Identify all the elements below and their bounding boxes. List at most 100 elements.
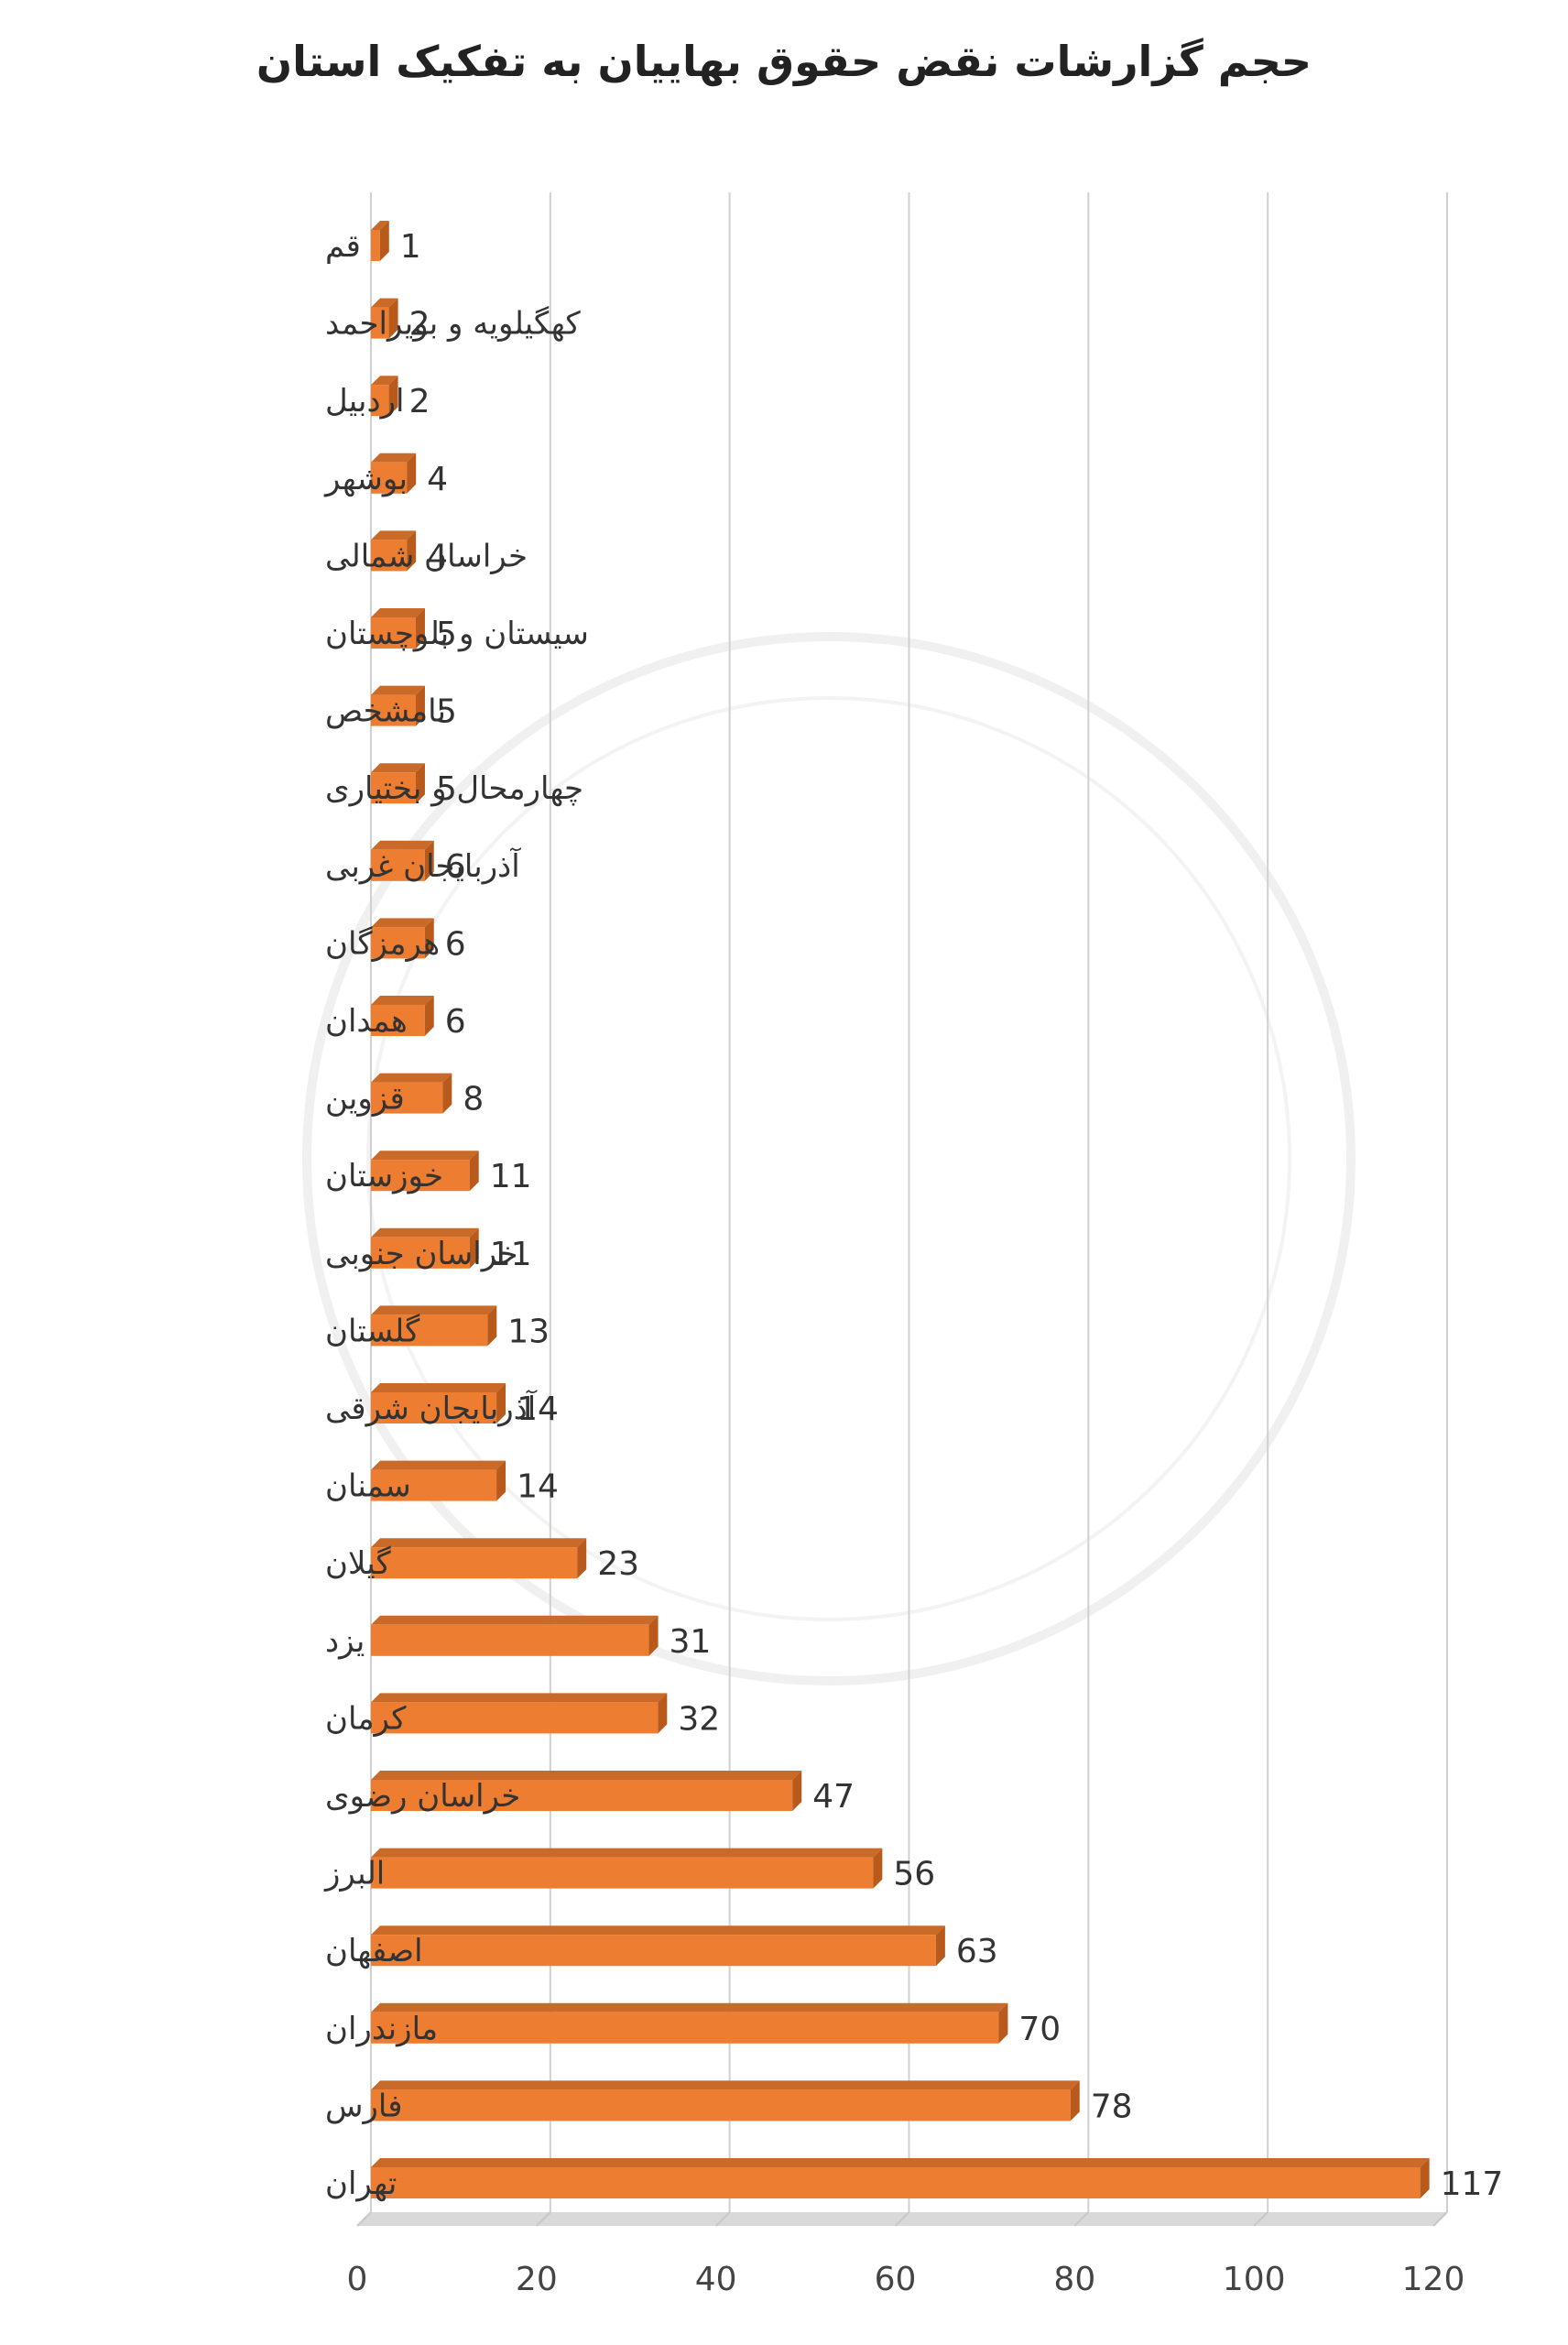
- bar-side: [496, 1460, 506, 1501]
- bar: [371, 230, 380, 261]
- bar-top: [371, 1693, 668, 1703]
- data-label: 6: [445, 1003, 466, 1041]
- x-tick-label: 20: [516, 2261, 558, 2298]
- bar: [371, 1780, 793, 1811]
- category-label: خوزستان: [325, 1158, 443, 1194]
- gridline-floor: [1432, 2211, 1448, 2227]
- data-label: 4: [427, 538, 448, 575]
- bar-top: [371, 376, 398, 386]
- bar-side: [442, 1073, 452, 1114]
- category-label: نامشخص: [325, 693, 446, 730]
- bar: [371, 1857, 874, 1889]
- bar: [371, 1702, 659, 1734]
- gridline-floor: [714, 2211, 731, 2227]
- category-label: گلستان: [325, 1313, 420, 1349]
- bar-top: [371, 763, 425, 773]
- category-label: بوشهر: [323, 461, 408, 497]
- bar-side: [487, 1305, 497, 1347]
- category-label: کهگیلویه و بویراحمد: [325, 306, 581, 343]
- category-label: هرمزگان: [325, 925, 440, 962]
- bar-top: [371, 2002, 1008, 2012]
- bar-side: [792, 1771, 802, 1811]
- x-tick-label: 100: [1223, 2261, 1286, 2298]
- bar-top: [371, 2158, 1430, 2167]
- data-label: 78: [1091, 2088, 1133, 2125]
- data-label: 6: [445, 925, 466, 963]
- bar-top: [371, 530, 417, 540]
- bar: [371, 1314, 488, 1347]
- bar: [371, 1392, 497, 1423]
- bar-side: [415, 685, 425, 726]
- bar-side: [998, 2002, 1008, 2044]
- bar: [371, 1935, 936, 1967]
- x-tick-label: 120: [1402, 2261, 1465, 2298]
- data-label: 5: [436, 693, 457, 731]
- bar: [371, 307, 389, 339]
- category-label: تهران: [325, 2165, 397, 2202]
- data-label: 31: [670, 1623, 712, 1661]
- bar-top: [371, 996, 434, 1005]
- data-label: 2: [409, 306, 430, 344]
- bar-top: [371, 221, 389, 230]
- bar-side: [424, 840, 434, 881]
- data-label: 2: [409, 383, 430, 420]
- category-label: چهارمحال و بختیاری: [325, 770, 583, 807]
- bar: [371, 1160, 470, 1192]
- bar: [371, 2167, 1421, 2198]
- data-label: 14: [517, 1391, 559, 1428]
- bar: [371, 462, 408, 494]
- bar-top: [371, 1538, 587, 1548]
- data-label: 5: [436, 770, 457, 808]
- bar-top: [371, 453, 417, 463]
- bar-side: [415, 763, 425, 804]
- data-label: 4: [427, 461, 448, 498]
- bar-top: [371, 1383, 506, 1392]
- bar: [371, 1082, 443, 1114]
- bar: [371, 617, 416, 649]
- category-label: قزوین: [325, 1081, 405, 1118]
- bar: [371, 540, 408, 572]
- data-label: 6: [445, 848, 466, 886]
- gridline-floor: [894, 2211, 910, 2227]
- bar-side: [424, 996, 434, 1036]
- bar-side: [658, 1693, 668, 1734]
- bar: [371, 1547, 578, 1579]
- category-label: کرمان: [325, 1700, 407, 1737]
- bar-top: [371, 918, 434, 928]
- x-tick-label: 80: [1053, 2261, 1095, 2298]
- bar-side: [1070, 2080, 1080, 2121]
- data-label: 32: [678, 1700, 720, 1738]
- bar-top: [371, 840, 434, 850]
- bar-top: [371, 2080, 1080, 2090]
- category-label: گیلان: [325, 1545, 392, 1582]
- bar: [371, 849, 425, 881]
- category-label: فارس: [325, 2088, 403, 2124]
- category-label: همدان: [325, 1003, 408, 1040]
- bar-top: [371, 608, 425, 617]
- chart-title: حجم گزارشات نقض حقوق بهاییان به تفکیک اس…: [256, 37, 1312, 86]
- data-label: 70: [1018, 2011, 1061, 2048]
- data-label: 5: [436, 616, 457, 653]
- bar-side: [1420, 2158, 1430, 2198]
- bar: [371, 2089, 1071, 2121]
- category-label: سیستان و بلوچستان: [325, 616, 589, 652]
- data-label: 56: [893, 1856, 935, 1893]
- data-label: 23: [597, 1545, 639, 1583]
- bar-top: [371, 298, 398, 308]
- bar-side: [577, 1538, 587, 1579]
- bar: [371, 1624, 649, 1656]
- bar-top: [371, 1305, 497, 1315]
- bar: [371, 1469, 497, 1501]
- category-label: آذربایجان شرقی: [325, 1390, 538, 1427]
- bar: [371, 927, 425, 959]
- bar-side: [388, 376, 398, 417]
- bar-side: [935, 1925, 945, 1967]
- bar: [371, 772, 416, 804]
- category-label: مازندران: [325, 2011, 438, 2047]
- bar: [371, 1005, 425, 1036]
- bar: [371, 694, 416, 726]
- x-tick-label: 0: [347, 2261, 368, 2298]
- category-label: آذربایجان غربی: [325, 847, 521, 885]
- bar-top: [371, 1615, 659, 1625]
